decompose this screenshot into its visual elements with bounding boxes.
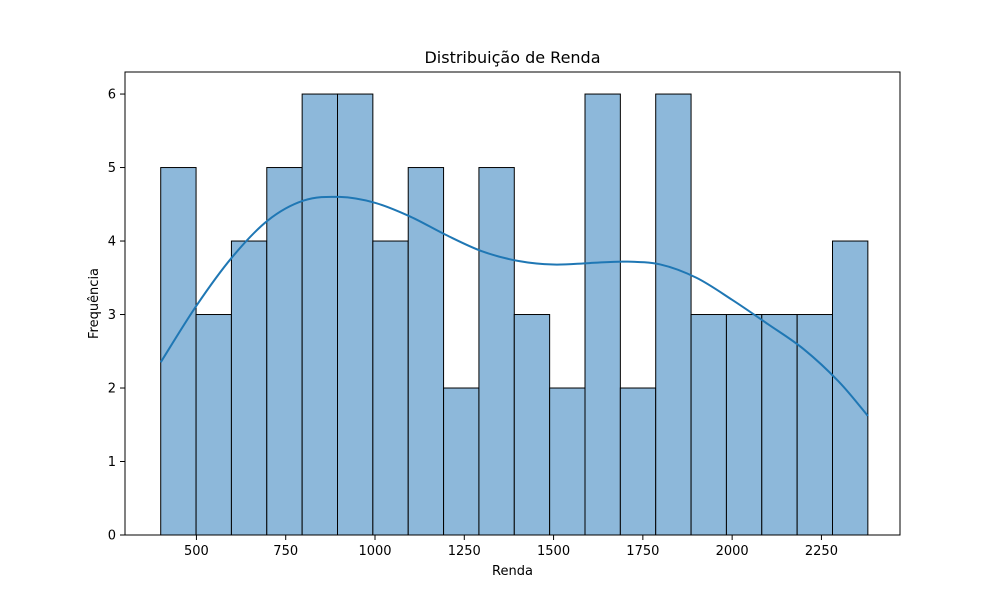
histogram-bar: [832, 240, 869, 536]
chart-title: Distribuição de Renda: [424, 48, 600, 67]
y-tick-label: 5: [108, 161, 116, 176]
y-axis-ticks: 0 1 2 3 4 5 6: [108, 88, 125, 544]
x-tick-label: 2000: [716, 544, 749, 559]
x-axis-label: Renda: [492, 564, 533, 579]
histogram-bar: [195, 314, 232, 536]
x-tick-label: 2250: [805, 544, 838, 559]
x-tick-label: 1750: [626, 544, 659, 559]
y-axis-label: Frequência: [87, 268, 102, 339]
x-tick-label: 750: [273, 544, 298, 559]
y-tick-label: 1: [108, 455, 116, 470]
y-tick-label: 6: [108, 88, 116, 103]
x-tick-label: 500: [184, 544, 209, 559]
histogram-bar: [301, 93, 338, 536]
plot-frame: [124, 71, 901, 536]
histogram-bar: [655, 93, 692, 536]
histogram-bar: [549, 387, 586, 536]
histogram-bar: [266, 167, 303, 536]
y-tick-label: 3: [108, 308, 116, 323]
x-tick-label: 1250: [448, 544, 481, 559]
y-tick-label: 0: [108, 529, 116, 544]
x-axis-ticks: 500 750 1000 1250 1500 1750 2000 2250: [184, 535, 838, 559]
x-tick-label: 1500: [537, 544, 570, 559]
histogram-bar: [690, 314, 727, 536]
histogram-bar: [443, 387, 480, 536]
histogram-bar: [337, 93, 374, 536]
histogram-bar: [407, 167, 445, 536]
histogram-bar: [230, 240, 268, 536]
histogram-bar: [584, 93, 621, 536]
y-tick-label: 4: [108, 235, 116, 250]
histogram-bar: [619, 387, 657, 536]
histogram-bar: [160, 167, 197, 536]
histogram-bar: [761, 314, 798, 536]
histogram-bar: [372, 240, 409, 536]
kde-curve-layer: [159, 195, 869, 417]
kde-line: [159, 195, 869, 417]
histogram-bar: [478, 167, 515, 536]
y-tick-label: 2: [108, 382, 116, 397]
histogram-bar: [725, 314, 763, 536]
histogram-bar: [796, 314, 834, 536]
bars: [160, 93, 869, 536]
histogram-bar: [513, 314, 551, 536]
x-tick-label: 1000: [358, 544, 391, 559]
